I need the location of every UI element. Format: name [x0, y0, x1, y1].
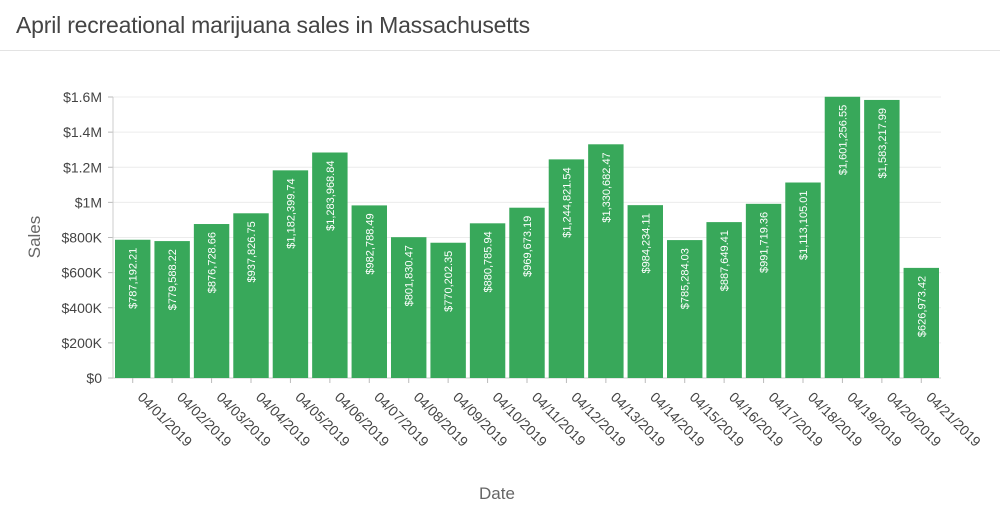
bars: $787,192.21 $779,588.22 $876,728.66 $937,82… — [115, 96, 939, 379]
bar[interactable] — [272, 170, 309, 378]
bar-data-label: $880,785.94 — [483, 231, 495, 292]
bar[interactable] — [312, 152, 348, 378]
y-tick-label: $0 — [86, 370, 102, 386]
bar-data-label: $1,244,821.54 — [561, 167, 573, 237]
bar-data-label: $1,601,256.55 — [837, 105, 849, 175]
bar[interactable] — [548, 159, 585, 378]
bar-data-label: $876,728.66 — [207, 232, 219, 293]
bar[interactable] — [903, 267, 939, 378]
bar[interactable] — [351, 205, 387, 378]
bar-data-label: $770,202.35 — [443, 251, 455, 312]
chart-title: April recreational marijuana sales in Ma… — [16, 12, 530, 38]
bar-data-label: $626,973.42 — [916, 276, 928, 337]
bar[interactable] — [115, 239, 151, 378]
bar-data-label: $887,649.41 — [719, 230, 731, 291]
bar[interactable] — [154, 241, 190, 378]
bar-data-label: $969,673.19 — [522, 216, 534, 277]
y-tick-label: $800K — [62, 230, 103, 246]
x-axis-title: Date — [479, 484, 515, 503]
bar-data-label: $1,583,217.99 — [877, 108, 889, 178]
y-tick-label: $200K — [62, 335, 103, 351]
chart-header: April recreational marijuana sales in Ma… — [0, 0, 1000, 51]
y-tick-label: $1.2M — [63, 159, 102, 175]
bar[interactable] — [667, 240, 703, 378]
y-axis-title: Sales — [25, 216, 44, 259]
y-tick-label: $1M — [75, 194, 102, 210]
bar-data-label: $787,192.21 — [128, 248, 140, 309]
bar-data-label: $1,283,968.84 — [325, 161, 337, 231]
bar[interactable] — [824, 96, 861, 378]
bar-data-label: $1,113,105.01 — [798, 191, 810, 261]
y-axis: $0 $200K $400K $600K $800K $1M $1.2M $1.4M $1.6M — [62, 89, 114, 386]
bar[interactable] — [391, 237, 427, 378]
bar[interactable] — [233, 213, 269, 378]
bar[interactable] — [469, 223, 506, 378]
bar[interactable] — [785, 182, 821, 378]
bar-data-label: $785,284.03 — [680, 248, 692, 309]
y-tick-label: $600K — [62, 265, 103, 281]
bar[interactable] — [430, 242, 466, 378]
bar-data-label: $991,719.36 — [759, 212, 771, 273]
bar-data-label: $1,330,682.47 — [601, 152, 613, 222]
bar-data-label: $1,182,399.74 — [285, 178, 297, 248]
bar-data-label: $984,234.11 — [640, 213, 652, 273]
bar[interactable] — [588, 144, 624, 378]
y-tick-label: $1.4M — [63, 124, 102, 140]
bar-data-label: $937,826.75 — [246, 221, 258, 282]
y-tick-label: $1.6M — [63, 89, 102, 105]
bar[interactable] — [864, 99, 900, 379]
bar[interactable] — [706, 222, 742, 378]
bar-data-label: $801,830.47 — [404, 245, 416, 306]
y-tick-label: $400K — [62, 300, 103, 316]
bar[interactable] — [509, 207, 545, 378]
bar[interactable] — [193, 224, 230, 378]
x-axis: 04/01/201904/02/201904/03/201904/04/2019… — [132, 378, 984, 450]
bar[interactable] — [745, 203, 782, 378]
bar-data-label: $982,788.49 — [364, 213, 376, 274]
bar[interactable] — [627, 205, 663, 378]
bar-data-label: $779,588.22 — [167, 249, 179, 310]
